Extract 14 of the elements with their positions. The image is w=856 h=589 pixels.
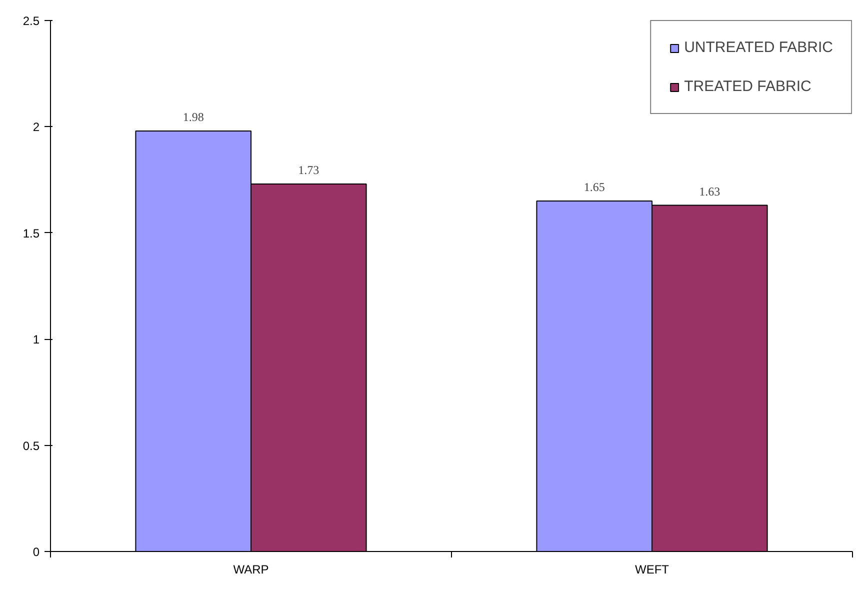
data-label: 1.65 xyxy=(584,180,605,194)
y-tick-label: 2 xyxy=(32,120,40,134)
data-label: 1.73 xyxy=(298,163,320,178)
legend-label: TREATED FABRIC xyxy=(684,78,812,95)
y-tick-label: 2.5 xyxy=(22,14,40,28)
x-tick-label: WARP xyxy=(233,562,269,576)
x-tick-label: WEFT xyxy=(635,562,670,576)
data-label: 1.98 xyxy=(182,110,204,124)
y-tick-label: 0 xyxy=(32,545,40,559)
y-tick-label: 1 xyxy=(32,332,40,347)
y-tick-label: 0.5 xyxy=(22,438,40,453)
y-tick-label: 1.5 xyxy=(22,226,40,240)
legend-label: UNTREATED FABRIC xyxy=(684,39,833,56)
data-label: 1.63 xyxy=(699,184,720,198)
